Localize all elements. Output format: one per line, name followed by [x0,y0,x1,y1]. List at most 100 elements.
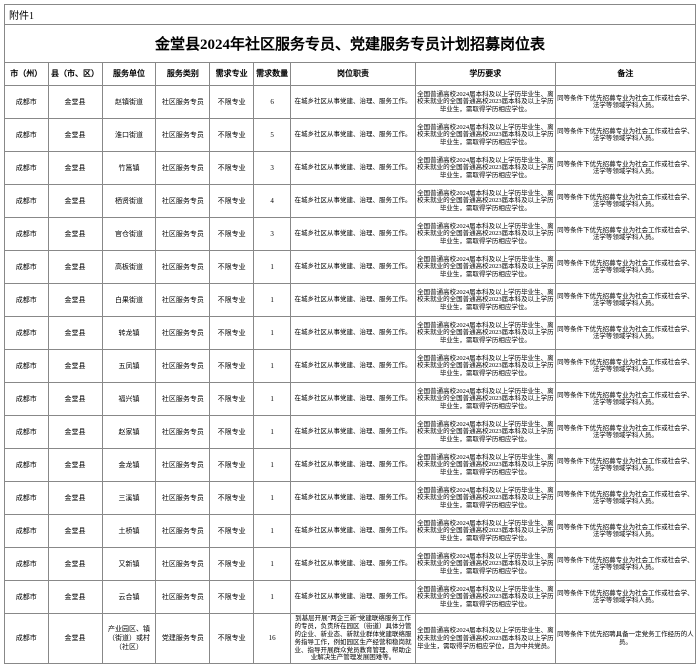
table-row: 成都市金堂县产业园区、镇（街道）或村（社区）党建服务专员不限专业16到基层开展"… [5,614,696,664]
table-row: 成都市金堂县三溪镇社区服务专员不限专业1在城乡社区从事党建、治理、服务工作。全国… [5,482,696,515]
cell-type: 社区服务专员 [156,317,210,350]
cell-edu: 全国普通高校2024届本科及以上学历毕业生、离校未就业的全国普通高校2023届本… [415,284,555,317]
cell-qty: 16 [253,614,290,664]
cell-county: 金堂县 [48,185,102,218]
table-row: 成都市金堂县白果街道社区服务专员不限专业1在城乡社区从事党建、治理、服务工作。全… [5,284,696,317]
cell-note: 同等条件下优先招募专业为社会工作或社会学、法学等领域学科人员。 [555,284,695,317]
cell-city: 成都市 [5,86,49,119]
cell-major: 不限专业 [210,218,254,251]
cell-type: 社区服务专员 [156,581,210,614]
cell-edu: 全国普通高校2024届本科及以上学历毕业生、离校未就业的全国普通高校2023届本… [415,416,555,449]
cell-duty: 在城乡社区从事党建、治理、服务工作。 [291,581,416,614]
cell-type: 社区服务专员 [156,482,210,515]
cell-qty: 1 [253,416,290,449]
hdr-qty: 需求数量 [253,63,290,86]
cell-edu: 全国普通高校2024届本科及以上学历毕业生、离校未就业的全国普通高校2023届本… [415,515,555,548]
cell-qty: 1 [253,284,290,317]
cell-unit: 官仓街道 [102,218,156,251]
hdr-edu: 学历要求 [415,63,555,86]
cell-note: 同等条件下优先招募专业为社会工作或社会学、法学等领域学科人员。 [555,317,695,350]
cell-unit: 金龙镇 [102,449,156,482]
cell-unit: 福兴镇 [102,383,156,416]
cell-type: 社区服务专员 [156,284,210,317]
table-row: 成都市金堂县转龙镇社区服务专员不限专业1在城乡社区从事党建、治理、服务工作。全国… [5,317,696,350]
table-row: 成都市金堂县云合镇社区服务专员不限专业1在城乡社区从事党建、治理、服务工作。全国… [5,581,696,614]
cell-county: 金堂县 [48,482,102,515]
hdr-city: 市（州） [5,63,49,86]
cell-type: 社区服务专员 [156,383,210,416]
cell-duty: 在城乡社区从事党建、治理、服务工作。 [291,449,416,482]
cell-note: 同等条件下优先招募专业为社会工作或社会学、法学等领域学科人员。 [555,581,695,614]
cell-county: 金堂县 [48,614,102,664]
page-title: 金堂县2024年社区服务专员、党建服务专员计划招募岗位表 [4,24,696,62]
cell-type: 社区服务专员 [156,119,210,152]
cell-county: 金堂县 [48,416,102,449]
cell-edu: 全国普通高校2024届本科及以上学历毕业生、离校未就业的全国普通高校2023届本… [415,581,555,614]
cell-edu: 全国普通高校2024届本科及以上学历毕业生、离校未就业的全国普通高校2023届本… [415,548,555,581]
cell-city: 成都市 [5,350,49,383]
cell-qty: 5 [253,119,290,152]
table-row: 成都市金堂县赵镇街道社区服务专员不限专业6在城乡社区从事党建、治理、服务工作。全… [5,86,696,119]
hdr-unit: 服务单位 [102,63,156,86]
cell-note: 同等条件下优先招募专业为社会工作或社会学、法学等领域学科人员。 [555,251,695,284]
cell-note: 同等条件下优先招募专业为社会工作或社会学、法学等领域学科人员。 [555,350,695,383]
hdr-note: 备注 [555,63,695,86]
cell-type: 社区服务专员 [156,251,210,284]
cell-note: 同等条件下优先招募专业为社会工作或社会学、法学等领域学科人员。 [555,383,695,416]
cell-qty: 1 [253,251,290,284]
cell-type: 社区服务专员 [156,218,210,251]
cell-duty: 在城乡社区从事党建、治理、服务工作。 [291,251,416,284]
cell-duty: 在城乡社区从事党建、治理、服务工作。 [291,119,416,152]
cell-city: 成都市 [5,614,49,664]
cell-duty: 到基层开展"两企三新"党建联络服务工作的专员，负责所在园区（街道）具体分管的企业… [291,614,416,664]
cell-unit: 土桥镇 [102,515,156,548]
table-row: 成都市金堂县栖贤街道社区服务专员不限专业4在城乡社区从事党建、治理、服务工作。全… [5,185,696,218]
table-row: 成都市金堂县淮口街道社区服务专员不限专业5在城乡社区从事党建、治理、服务工作。全… [5,119,696,152]
cell-note: 同等条件下优先招募专业为社会工作或社会学、法学等领域学科人员。 [555,449,695,482]
cell-unit: 产业园区、镇（街道）或村（社区） [102,614,156,664]
cell-unit: 云合镇 [102,581,156,614]
cell-unit: 三溪镇 [102,482,156,515]
cell-duty: 在城乡社区从事党建、治理、服务工作。 [291,218,416,251]
cell-edu: 全国普通高校2024届本科及以上学历毕业生、离校未就业的全国普通高校2023届本… [415,383,555,416]
cell-qty: 3 [253,152,290,185]
cell-qty: 4 [253,185,290,218]
cell-type: 社区服务专员 [156,548,210,581]
cell-county: 金堂县 [48,581,102,614]
cell-major: 不限专业 [210,482,254,515]
cell-unit: 高板街道 [102,251,156,284]
cell-city: 成都市 [5,383,49,416]
cell-qty: 1 [253,350,290,383]
cell-edu: 全国普通高校2024届本科及以上学历毕业生、离校未就业的全国普通高校2023届本… [415,152,555,185]
cell-major: 不限专业 [210,350,254,383]
cell-city: 成都市 [5,482,49,515]
attachment-label: 附件1 [4,4,696,24]
cell-edu: 全国普通高校2024届本科及以上学历毕业生、离校未就业的全国普通高校2023届本… [415,482,555,515]
cell-city: 成都市 [5,515,49,548]
cell-county: 金堂县 [48,515,102,548]
cell-note: 同等条件下优先招募专业为社会工作或社会学、法学等领域学科人员。 [555,482,695,515]
cell-type: 社区服务专员 [156,449,210,482]
cell-type: 社区服务专员 [156,86,210,119]
cell-major: 不限专业 [210,317,254,350]
cell-major: 不限专业 [210,86,254,119]
cell-unit: 转龙镇 [102,317,156,350]
cell-qty: 3 [253,218,290,251]
cell-type: 社区服务专员 [156,416,210,449]
cell-city: 成都市 [5,317,49,350]
cell-county: 金堂县 [48,383,102,416]
cell-city: 成都市 [5,251,49,284]
table-body: 成都市金堂县赵镇街道社区服务专员不限专业6在城乡社区从事党建、治理、服务工作。全… [5,86,696,664]
cell-city: 成都市 [5,185,49,218]
cell-duty: 在城乡社区从事党建、治理、服务工作。 [291,515,416,548]
cell-qty: 1 [253,449,290,482]
cell-edu: 全国普通高校2024届本科及以上学历毕业生、离校未就业的全国普通高校2023届本… [415,350,555,383]
cell-edu: 全国普通高校2024届本科及以上学历毕业生、离校未就业的全国普通高校2023届本… [415,86,555,119]
table-row: 成都市金堂县官仓街道社区服务专员不限专业3在城乡社区从事党建、治理、服务工作。全… [5,218,696,251]
table-row: 成都市金堂县高板街道社区服务专员不限专业1在城乡社区从事党建、治理、服务工作。全… [5,251,696,284]
cell-qty: 6 [253,86,290,119]
hdr-type: 服务类别 [156,63,210,86]
cell-city: 成都市 [5,218,49,251]
cell-city: 成都市 [5,152,49,185]
table-row: 成都市金堂县福兴镇社区服务专员不限专业1在城乡社区从事党建、治理、服务工作。全国… [5,383,696,416]
